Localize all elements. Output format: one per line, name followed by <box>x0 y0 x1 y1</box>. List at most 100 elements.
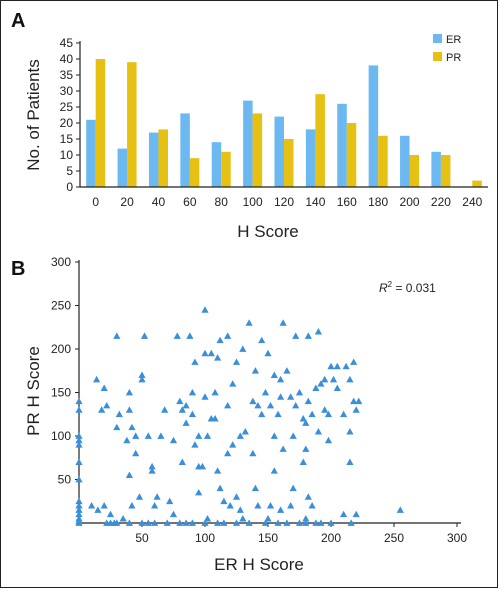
scatter-point <box>289 432 297 439</box>
scatter-point <box>232 519 241 526</box>
scatter-point <box>103 401 111 409</box>
scatter-point <box>295 519 304 526</box>
scatter-point <box>302 519 310 526</box>
scatter-point <box>254 502 262 509</box>
chart-a-y-tick-label: 20 <box>60 116 74 130</box>
scatter-point <box>125 406 133 413</box>
scatter-point <box>128 502 136 509</box>
scatter-point <box>75 475 83 483</box>
scatter-point <box>302 445 310 452</box>
scatter-point <box>157 432 165 439</box>
chart-a-x-tick-label: 0 <box>92 195 99 209</box>
scatter-point <box>333 384 341 392</box>
scatter-point <box>251 367 259 374</box>
scatter-point <box>308 502 316 509</box>
scatter-point <box>266 401 275 409</box>
scatter-point <box>283 519 291 526</box>
scatter-point <box>98 406 106 413</box>
chart-b-x-tick-label: 300 <box>447 531 467 545</box>
scatter-point <box>203 515 212 522</box>
scatter-point <box>277 375 285 383</box>
scatter-point <box>346 375 354 383</box>
scatter-point <box>188 388 196 396</box>
scatter-point <box>132 432 140 439</box>
scatter-point <box>75 441 83 448</box>
chart-a-x-tick-label: 160 <box>337 195 357 209</box>
legend-label-pr: PR <box>446 52 461 64</box>
bar-pr-100 <box>252 113 263 187</box>
scatter-point <box>292 401 300 409</box>
chart-a-y-tick-label: 40 <box>60 52 74 66</box>
r-squared-sup: 2 <box>388 280 393 289</box>
bar-er-40 <box>148 132 159 187</box>
bar-pr-220 <box>440 155 451 187</box>
scatter-point <box>317 519 325 526</box>
scatter-point <box>195 432 203 439</box>
bar-pr-160 <box>346 123 357 187</box>
scatter-point <box>295 388 304 396</box>
scatter-point <box>304 397 312 405</box>
scatter-point <box>249 449 257 457</box>
scatter-point <box>166 497 174 505</box>
scatter-point <box>321 406 329 413</box>
scatter-point <box>161 406 169 413</box>
scatter-point <box>312 519 320 526</box>
scatter-point <box>283 367 291 374</box>
chart-a-x-tick-label: 60 <box>183 195 197 209</box>
scatter-point <box>113 423 121 431</box>
chart-b-x-tick-label: 200 <box>321 531 341 545</box>
chart-b-x-tick-label: 50 <box>135 531 149 545</box>
scatter-point <box>327 519 335 526</box>
scatter-point <box>191 441 199 448</box>
scatter-point <box>224 401 232 409</box>
scatter-point <box>236 432 244 439</box>
scatter-point <box>277 506 285 513</box>
scatter-point <box>214 354 222 361</box>
scatter-point <box>201 306 209 313</box>
scatter-point <box>191 358 199 365</box>
scatter-point <box>258 336 266 344</box>
scatter-point <box>308 410 316 418</box>
scatter-point <box>75 406 83 413</box>
scatter-point <box>258 410 266 418</box>
r-squared-annotation: R2 = 0.031 <box>379 280 436 295</box>
scatter-point <box>396 506 404 513</box>
bar-pr-20 <box>127 62 137 188</box>
chart-b: 50 100 150 200 250 300 50 100 150 200 250 300 <box>51 255 467 545</box>
scatter-point <box>138 375 146 383</box>
scatter-point <box>304 332 312 339</box>
scatter-point <box>144 519 152 526</box>
scatter-point <box>346 428 354 435</box>
scatter-point <box>346 458 354 465</box>
scatter-point <box>314 328 322 335</box>
chart-a-x-tick-label: 40 <box>152 195 166 209</box>
chart-a-x-tick-label: 120 <box>274 195 294 209</box>
chart-b-x-tick-label: 250 <box>384 531 404 545</box>
chart-b-y-tick-label: 100 <box>51 429 71 443</box>
scatter-point <box>236 506 244 513</box>
scatter-point <box>279 319 287 326</box>
scatter-point <box>207 349 215 357</box>
r-squared-value: = 0.031 <box>392 281 436 295</box>
chart-a-x-tick-label: 200 <box>400 195 420 209</box>
scatter-point <box>327 362 335 370</box>
scatter-point <box>312 384 320 392</box>
scatter-point <box>279 445 287 452</box>
panel-b-label: B <box>11 258 25 280</box>
bar-pr-40 <box>158 129 168 187</box>
scatter-point <box>270 371 278 378</box>
scatter-point <box>100 502 108 509</box>
chart-b-y-tick-label: 150 <box>51 386 71 400</box>
chart-a: 0 5 10 15 20 25 30 35 40 45 0 20 40 60 80 100 120 140 160 1… <box>60 34 488 209</box>
scatter-point <box>75 519 83 526</box>
scatter-point <box>214 467 222 474</box>
chart-a-x-tick-label: 100 <box>243 195 263 209</box>
scatter-point <box>94 506 102 513</box>
scatter-point <box>211 415 219 422</box>
bar-er-140 <box>305 129 316 187</box>
scatter-point <box>176 519 184 526</box>
scatter-point <box>135 493 144 500</box>
chart-a-y-tick-label: 0 <box>66 180 73 194</box>
